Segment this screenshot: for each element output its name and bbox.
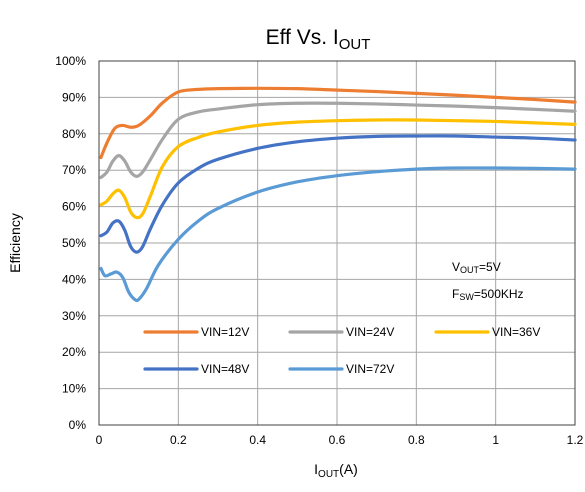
y-tick-label: 100% — [55, 54, 86, 68]
y-tick-label: 60% — [62, 200, 86, 214]
annotation-fsw-suffix: =500KHz — [474, 287, 524, 301]
legend-item-3: VIN=36V — [434, 325, 540, 339]
y-tick-label: 0% — [69, 418, 87, 432]
x-tick-label: 0.8 — [408, 433, 425, 447]
legend-item-4: VIN=48V — [143, 362, 249, 376]
annotation-vout-main: V — [452, 260, 460, 274]
series-line-5 — [99, 166, 577, 303]
legend-label: VIN=24V — [346, 325, 394, 339]
series-line-3 — [99, 118, 577, 220]
legend-label: VIN=12V — [201, 325, 249, 339]
x-axis-label-suffix: (A) — [339, 461, 358, 477]
x-tick-label: 1.2 — [567, 433, 584, 447]
annotation-vout-sub: OUT — [460, 265, 480, 275]
y-tick-labels: 0% 10% 20% 30% 40% 50% 60% 70% 80% 90% 100% — [55, 54, 86, 432]
x-tick-label: 0.6 — [329, 433, 346, 447]
chart-title: Eff Vs. IOUT — [266, 26, 371, 53]
annotation-vout: VOUT=5V — [452, 260, 501, 275]
y-tick-label: 90% — [62, 90, 86, 104]
y-tick-label: 80% — [62, 127, 86, 141]
legend-label: VIN=48V — [201, 362, 249, 376]
legend: VIN=12V VIN=24V VIN=36V VIN=48V VIN=72V — [143, 325, 540, 376]
y-tick-label: 30% — [62, 309, 86, 323]
legend-item-5: VIN=72V — [288, 362, 394, 376]
y-axis-label: Efficiency — [7, 213, 23, 273]
y-tick-label: 20% — [62, 345, 86, 359]
x-tick-label: 1 — [492, 433, 499, 447]
series-line-1 — [99, 86, 577, 160]
x-axis-label: IOUT(A) — [314, 461, 358, 480]
series-line-4 — [99, 134, 577, 254]
chart-title-main: Eff Vs. I — [266, 26, 339, 49]
legend-label: VIN=72V — [346, 362, 394, 376]
series-layer — [99, 86, 577, 303]
x-axis-label-main: I — [314, 461, 318, 477]
x-tick-label: 0 — [96, 433, 103, 447]
plot-frame — [98, 60, 576, 426]
annotation-fsw: FSW=500KHz — [452, 287, 524, 302]
x-axis-label-sub: OUT — [318, 469, 339, 480]
annotation-vout-suffix: =5V — [479, 260, 501, 274]
legend-label: VIN=36V — [492, 325, 540, 339]
annotation-fsw-main: F — [452, 287, 459, 301]
legend-item-2: VIN=24V — [288, 325, 394, 339]
series-line-2 — [99, 101, 577, 180]
x-tick-label: 0.2 — [170, 433, 187, 447]
annotation-fsw-sub: SW — [459, 292, 474, 302]
y-tick-label: 40% — [62, 272, 86, 286]
x-tick-labels: 0 0.2 0.4 0.6 0.8 1 1.2 — [96, 433, 584, 447]
legend-item-1: VIN=12V — [143, 325, 249, 339]
x-tick-label: 0.4 — [249, 433, 266, 447]
y-tick-label: 70% — [62, 163, 86, 177]
chart-title-sub: OUT — [339, 36, 371, 53]
y-tick-label: 10% — [62, 382, 86, 396]
y-tick-label: 50% — [62, 236, 86, 250]
